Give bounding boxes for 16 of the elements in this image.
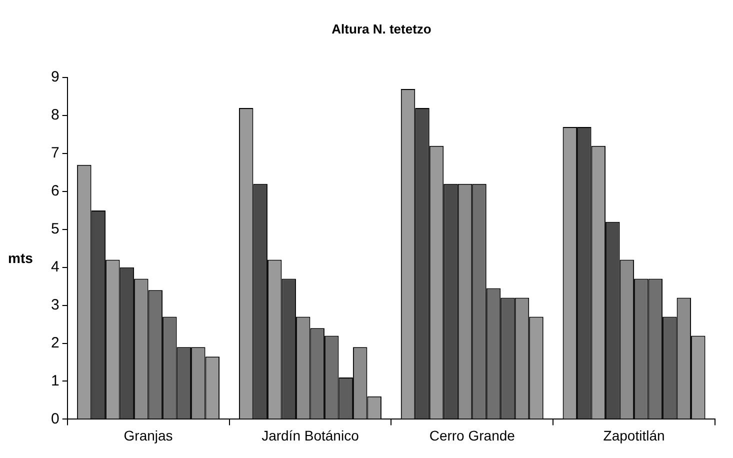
y-tick-label: 2 [51,334,60,352]
y-tick-label: 3 [51,296,60,314]
y-tick-label: 6 [51,182,60,200]
y-tick-label: 4 [51,258,60,276]
x-tick-label: Granjas [124,427,173,444]
y-tick-label: 5 [51,220,60,238]
x-tick-label: Cerro Grande [429,427,516,444]
x-tick-label: Jardín Botánico [262,427,360,444]
y-tick-label: 9 [51,68,60,86]
y-tick-label: 0 [51,410,60,428]
y-tick-label: 8 [51,106,60,124]
x-tick-label: Zapotitlán [603,427,665,444]
y-axis-title: mts [8,249,34,266]
chart-title: Altura N. tetetzo [332,21,432,36]
y-tick-label: 7 [51,144,60,162]
y-tick-label: 1 [51,372,60,390]
